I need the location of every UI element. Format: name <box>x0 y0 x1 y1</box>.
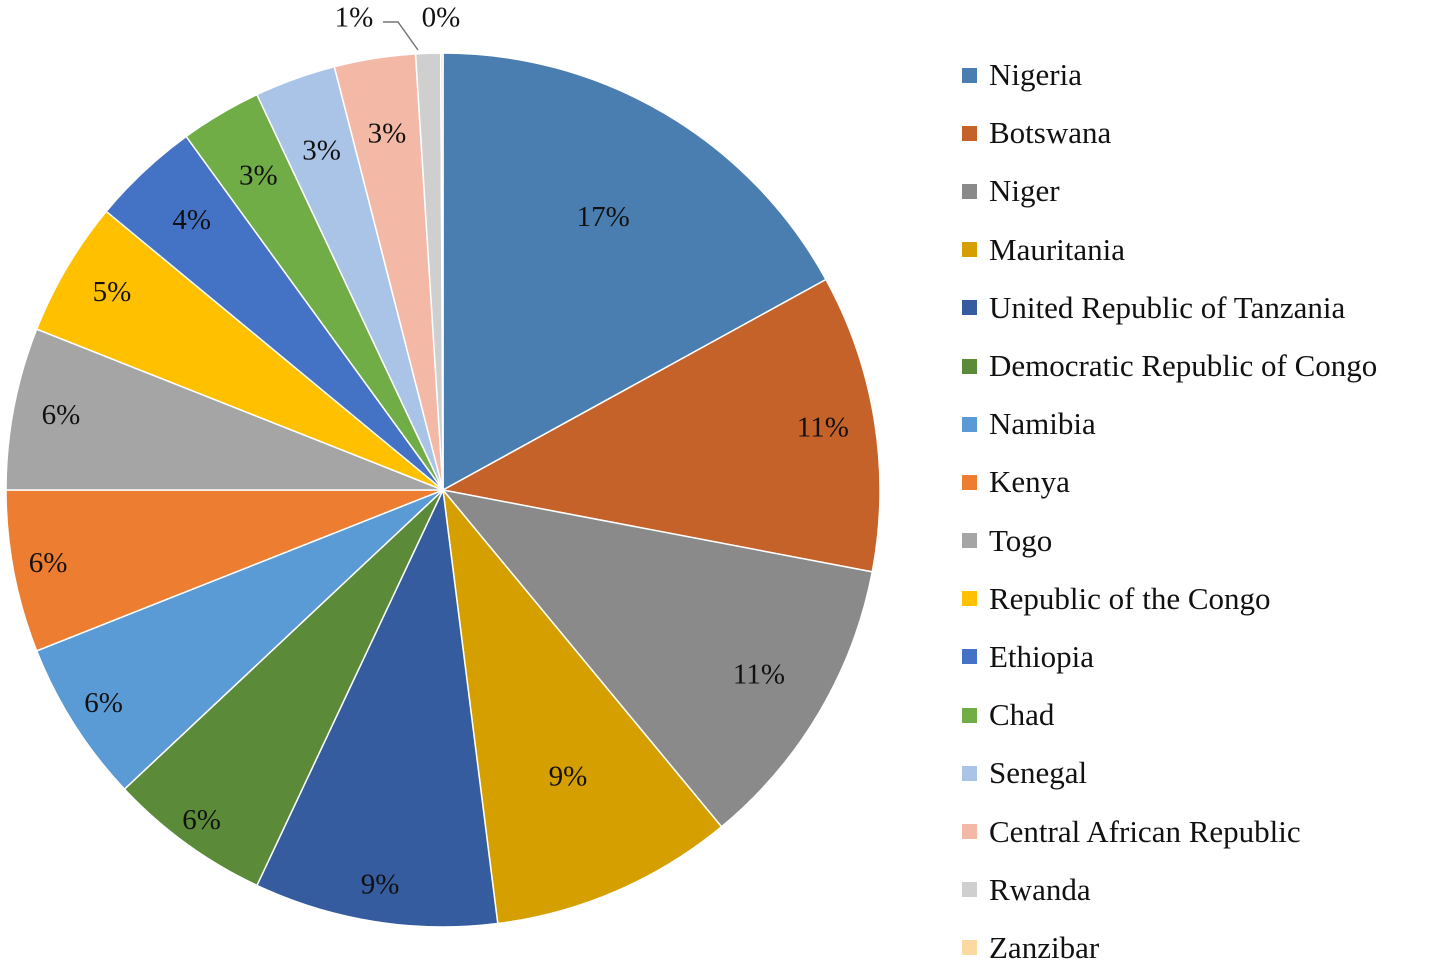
legend-swatch <box>962 300 977 316</box>
pie-slice-democratic-republic-of-congo <box>123 489 444 887</box>
legend-swatch <box>962 707 977 723</box>
data-label-rwanda: 1% <box>335 2 374 34</box>
legend-item-namibia: Namibia <box>962 395 1429 453</box>
legend: Nigeria Botswana Niger Mauritania United Rep… <box>962 46 1429 977</box>
legend-item-mauritania: Mauritania <box>962 221 1429 279</box>
legend-item-republic-of-the-congo: Republic of the Congo <box>962 570 1429 628</box>
legend-swatch <box>962 242 977 258</box>
legend-swatch <box>962 125 977 141</box>
legend-item-kenya: Kenya <box>962 453 1429 511</box>
data-label-democratic-republic-of-congo: 6% <box>182 804 221 836</box>
data-label-central-african-republic: 3% <box>368 118 407 150</box>
legend-label: Democratic Republic of Congo <box>989 348 1378 384</box>
legend-label: Chad <box>989 697 1055 733</box>
data-label-niger: 11% <box>733 659 785 691</box>
pie-slice-nigeria <box>442 52 827 492</box>
legend-swatch <box>962 474 977 490</box>
leader-line-rwanda <box>383 21 419 51</box>
legend-label: Togo <box>989 522 1053 558</box>
legend-swatch <box>962 940 977 956</box>
pie-slice-namibia <box>35 489 444 791</box>
leader-lines-layer <box>383 21 419 51</box>
data-label-senegal: 3% <box>302 135 341 167</box>
legend-swatch <box>962 533 977 549</box>
legend-label: Nigeria <box>989 57 1082 93</box>
legend-item-ethiopia: Ethiopia <box>962 628 1429 686</box>
legend-item-togo: Togo <box>962 512 1429 570</box>
pie-slice-united-republic-of-tanzania <box>255 487 499 928</box>
pie-slice-mauritania <box>441 487 723 925</box>
legend-swatch <box>962 67 977 83</box>
legend-label: Niger <box>989 173 1060 209</box>
legend-item-chad: Chad <box>962 686 1429 744</box>
legend-item-botswana: Botswana <box>962 104 1429 162</box>
legend-swatch <box>962 765 977 781</box>
legend-swatch <box>962 649 977 665</box>
legend-label: Senegal <box>989 755 1088 791</box>
pie-slice-kenya <box>5 489 444 652</box>
legend-label: Central African Republic <box>989 813 1301 849</box>
legend-item-central-african-republic: Central African Republic <box>962 802 1429 860</box>
pie-slice-niger <box>441 488 874 828</box>
data-labels-layer: 17% 11% 11% 9% 9% 6% 6% 6% 6% 5% 4% 3% 3% 3% 1% 0% <box>29 2 849 901</box>
legend-label: United Republic of Tanzania <box>989 289 1346 325</box>
legend-label: Mauritania <box>989 231 1126 267</box>
legend-swatch <box>962 882 977 898</box>
data-label-united-republic-of-tanzania: 9% <box>361 869 400 901</box>
legend-item-rwanda: Rwanda <box>962 861 1429 919</box>
legend-item-nigeria: Nigeria <box>962 46 1429 104</box>
legend-swatch <box>962 183 977 199</box>
legend-label: Rwanda <box>989 871 1091 907</box>
data-label-republic-of-the-congo: 5% <box>93 276 132 308</box>
data-label-kenya: 6% <box>29 547 68 579</box>
data-label-nigeria: 17% <box>577 201 630 233</box>
legend-swatch <box>962 358 977 374</box>
legend-label: Kenya <box>989 464 1070 500</box>
data-label-botswana: 11% <box>797 411 849 443</box>
data-label-chad: 3% <box>239 159 278 191</box>
pie-slice-botswana <box>440 278 881 573</box>
legend-label: Namibia <box>989 406 1096 442</box>
data-label-ethiopia: 4% <box>172 204 211 236</box>
legend-swatch <box>962 824 977 840</box>
legend-item-zanzibar: Zanzibar <box>962 919 1429 977</box>
legend-label: Republic of the Congo <box>989 580 1271 616</box>
legend-item-democratic-republic-of-congo: Democratic Republic of Congo <box>962 337 1429 395</box>
pie-slice-zanzibar <box>439 52 444 491</box>
legend-swatch <box>962 416 977 432</box>
legend-item-senegal: Senegal <box>962 744 1429 802</box>
legend-swatch <box>962 591 977 607</box>
data-label-namibia: 6% <box>84 687 123 719</box>
legend-label: Botswana <box>989 115 1112 151</box>
data-label-togo: 6% <box>42 399 81 431</box>
legend-item-niger: Niger <box>962 162 1429 220</box>
slices-layer <box>5 52 881 928</box>
legend-label: Zanzibar <box>989 929 1100 965</box>
data-label-zanzibar: 0% <box>422 2 461 34</box>
pie-slice-togo <box>5 328 444 491</box>
data-label-mauritania: 9% <box>549 760 588 792</box>
legend-label: Ethiopia <box>989 638 1095 674</box>
legend-item-united-republic-of-tanzania: United Republic of Tanzania <box>962 279 1429 337</box>
